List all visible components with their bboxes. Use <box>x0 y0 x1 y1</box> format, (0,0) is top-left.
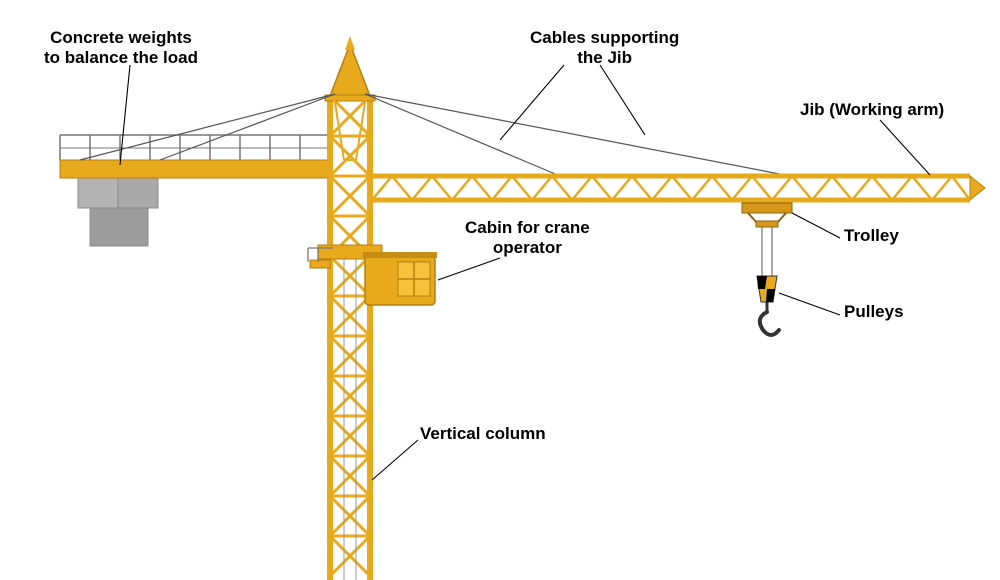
trolley <box>742 203 792 227</box>
label-cables: Cables supporting the Jib <box>530 28 679 69</box>
label-counterweight: Concrete weights to balance the load <box>44 28 198 69</box>
leader-lines <box>120 65 930 480</box>
hook-block <box>757 276 777 302</box>
label-cabin-l2: operator <box>493 238 562 257</box>
vertical-column <box>330 96 370 580</box>
crane-diagram: Concrete weights to balance the load Cab… <box>0 0 1000 580</box>
label-trolley: Trolley <box>844 226 899 246</box>
label-cables-l1: Cables supporting <box>530 28 679 47</box>
label-cables-l2: the Jib <box>577 48 632 67</box>
label-pulleys-l1: Pulleys <box>844 302 904 321</box>
jib <box>372 176 985 200</box>
label-cabin-l1: Cabin for crane <box>465 218 590 237</box>
label-jib-l1: Jib (Working arm) <box>800 100 944 119</box>
label-pulleys: Pulleys <box>844 302 904 322</box>
label-jib: Jib (Working arm) <box>800 100 944 120</box>
crane-svg <box>0 0 1000 580</box>
label-counterweight-l2: to balance the load <box>44 48 198 67</box>
label-counterweight-l1: Concrete weights <box>50 28 192 47</box>
label-column: Vertical column <box>420 424 546 444</box>
hoist-cable <box>762 227 772 276</box>
label-column-l1: Vertical column <box>420 424 546 443</box>
label-trolley-l1: Trolley <box>844 226 899 245</box>
label-cabin: Cabin for crane operator <box>465 218 590 259</box>
hook <box>760 302 779 335</box>
counter-jib <box>60 135 330 178</box>
